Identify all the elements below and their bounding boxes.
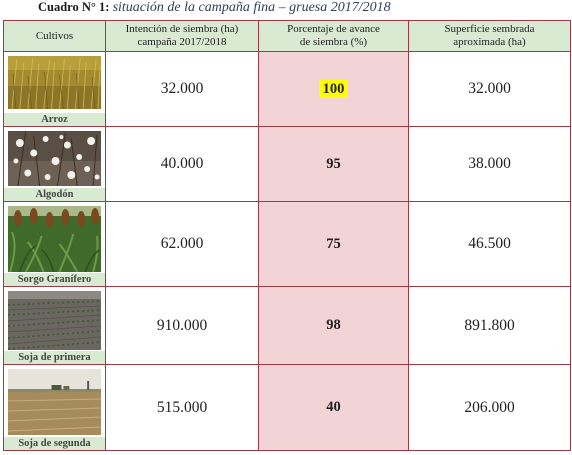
area-cell: 891.800 [408, 286, 571, 365]
intention-cell: 910.000 [105, 286, 259, 365]
highlighted-progress: 100 [318, 79, 349, 98]
intention-cell: 62.000 [105, 201, 259, 287]
rice-photo [8, 56, 101, 109]
table-row: Soja de primera 910.000 98 891.800 [3, 286, 571, 365]
area-cell: 46.500 [408, 201, 571, 287]
progress-cell: 95 [258, 126, 409, 202]
header-intention: Intención de siembra (ha) campaña 2017/20… [105, 20, 259, 52]
table-row: Sorgo Granífero 62.000 75 46.500 [3, 201, 571, 287]
header-area: Superficie sembrada aproximada (ha) [408, 20, 571, 52]
crops-table: Cultivos Intención de siembra (ha) campañ… [3, 20, 571, 451]
crop-cell: Arroz [3, 51, 106, 127]
crop-label: Algodón [4, 188, 105, 201]
header-row: Cultivos Intención de siembra (ha) campañ… [3, 20, 571, 52]
crop-label: Soja de segunda [4, 437, 105, 450]
crop-cell: Soja de primera [3, 286, 106, 365]
crop-label: Sorgo Granífero [4, 273, 105, 286]
progress-cell: 40 [258, 364, 409, 451]
intention-cell: 32.000 [105, 51, 259, 127]
crop-label: Arroz [4, 113, 105, 126]
header-progress: Porcentaje de avance de siembra (%) [258, 20, 409, 52]
header-crop: Cultivos [3, 20, 106, 52]
area-cell: 38.000 [408, 126, 571, 202]
sorghum-photo [8, 206, 101, 272]
progress-cell: 100 [258, 51, 409, 127]
caption-separator: : [105, 0, 113, 14]
area-cell: 206.000 [408, 364, 571, 451]
progress-cell: 75 [258, 201, 409, 287]
intention-cell: 515.000 [105, 364, 259, 451]
crop-label: Soja de primera [4, 351, 105, 364]
caption-prefix: Cuadro N° 1 [38, 0, 106, 14]
caption-title: situación de la campaña fina – gruesa 20… [112, 0, 391, 15]
table-row: Arroz 32.000 100 32.000 [3, 51, 571, 127]
table-row: Algodón 40.000 95 38.000 [3, 126, 571, 202]
area-cell: 32.000 [408, 51, 571, 127]
crop-cell: Sorgo Granífero [3, 201, 106, 287]
crop-cell: Soja de segunda [3, 364, 106, 451]
intention-cell: 40.000 [105, 126, 259, 202]
progress-cell: 98 [258, 286, 409, 365]
crop-cell: Algodón [3, 126, 106, 202]
table-row: Soja de segunda 515.000 40 206.000 [3, 364, 571, 451]
soy-first-photo [8, 291, 101, 350]
cotton-photo [8, 131, 101, 186]
table-caption: Cuadro N° 1: situación de la campaña fin… [38, 0, 391, 15]
soy-second-photo [8, 369, 101, 435]
